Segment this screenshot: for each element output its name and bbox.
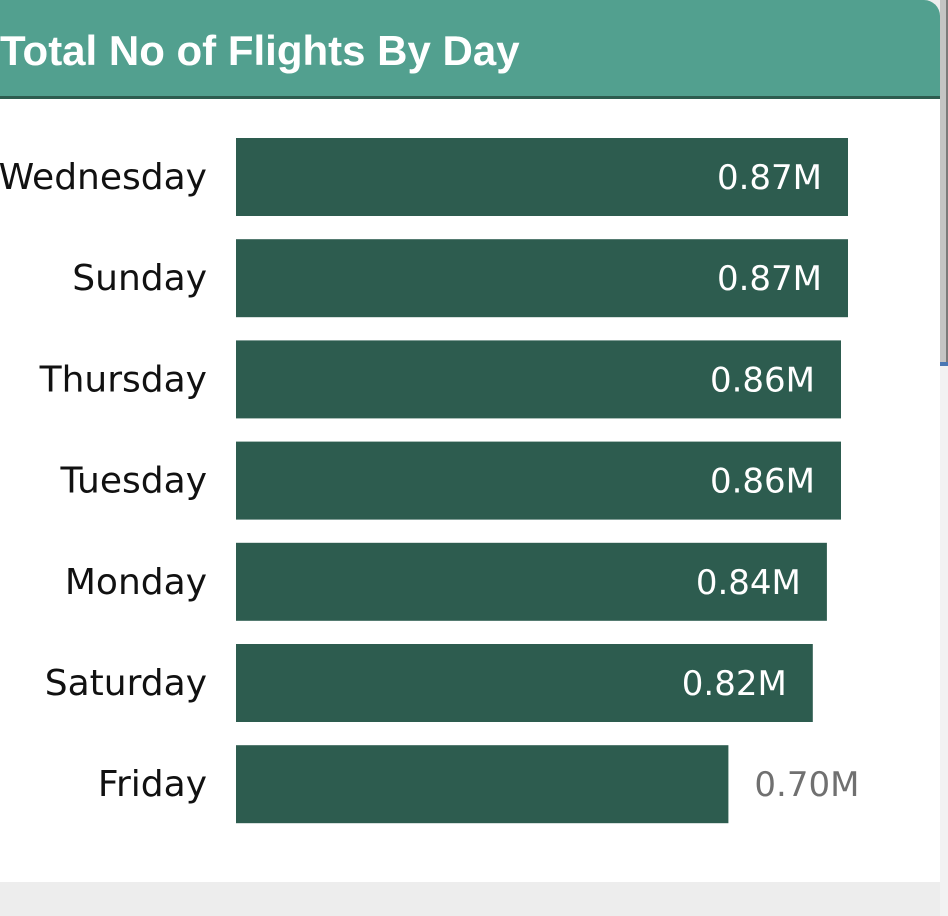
data-label-friday: 0.70M — [754, 765, 859, 805]
category-label-sunday: Sunday — [72, 258, 207, 299]
data-label-wednesday: 0.87M — [717, 158, 822, 198]
category-label-tuesday: Tuesday — [60, 461, 207, 502]
bar-thursday[interactable] — [236, 340, 841, 419]
category-label-saturday: Saturday — [45, 663, 207, 704]
scrollbar-track[interactable] — [940, 0, 948, 362]
bar-friday[interactable] — [236, 745, 729, 824]
category-label-friday: Friday — [98, 764, 207, 805]
scrollbar[interactable] — [940, 0, 948, 916]
scrollbar-marker — [940, 362, 948, 366]
bar-chart: Wednesday 0.87M Sunday 0.87M Thursday 0.86M Tu… — [0, 138, 859, 824]
category-label-thursday: Thursday — [39, 359, 207, 400]
bar-monday[interactable] — [236, 542, 827, 621]
category-label-wednesday: Wednesday — [0, 157, 207, 198]
bar-tuesday[interactable] — [236, 441, 841, 520]
chart-header: Total No of Flights By Day — [0, 0, 940, 99]
chart-title: Total No of Flights By Day — [0, 27, 520, 74]
data-label-saturday: 0.82M — [682, 664, 787, 704]
bar-sunday[interactable] — [236, 239, 848, 318]
data-label-thursday: 0.86M — [710, 360, 815, 400]
chart-card: Total No of Flights By Day Wednesday 0.87… — [0, 0, 940, 882]
data-label-sunday: 0.87M — [717, 259, 822, 299]
data-label-tuesday: 0.86M — [710, 462, 815, 502]
bar-saturday[interactable] — [236, 644, 813, 722]
category-label-monday: Monday — [65, 562, 207, 603]
data-label-monday: 0.84M — [696, 563, 801, 603]
bar-wednesday[interactable] — [236, 138, 848, 216]
